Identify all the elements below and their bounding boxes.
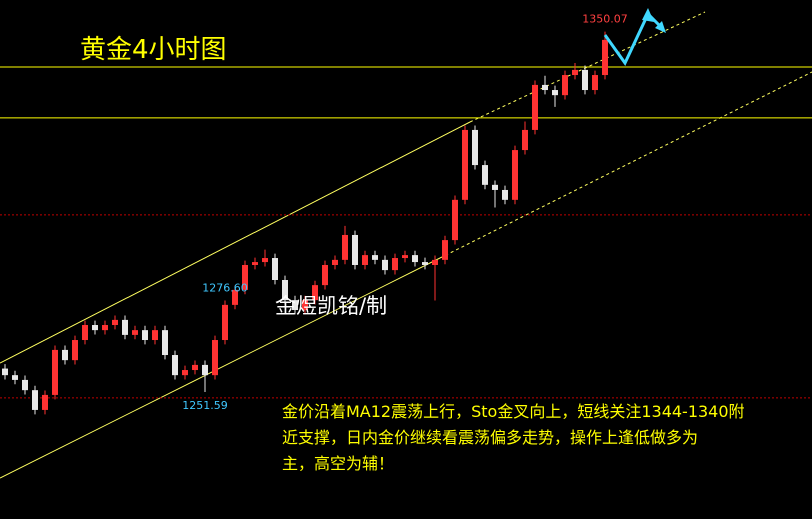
price-label: 1276.60 [202, 281, 248, 294]
plot [0, 31, 812, 415]
candle-body [262, 258, 268, 263]
candle-body [42, 394, 48, 410]
candle-body [532, 84, 538, 130]
channel-upper [0, 121, 471, 364]
candle-body [512, 150, 518, 200]
candle-body [292, 300, 298, 311]
candle-body [92, 325, 98, 331]
commentary: 金价沿着MA12震荡上行，Sto金叉向上，短线关注1344-1340附 [282, 402, 745, 421]
candle-body [542, 84, 548, 91]
price-label: 1251.59 [182, 399, 228, 412]
candle-body [332, 259, 338, 265]
candle-body [172, 355, 178, 376]
candle-body [52, 349, 58, 395]
candle-body [22, 379, 28, 391]
candle-body [482, 165, 488, 185]
arrow-head [655, 21, 666, 33]
channel-upper-ext [469, 11, 706, 123]
candle-body [142, 330, 148, 341]
candle-body [382, 259, 388, 271]
candle-body [202, 364, 208, 376]
candle-body [122, 319, 128, 335]
candle-body [432, 259, 438, 265]
candle-body [62, 349, 68, 361]
candle-body [352, 234, 358, 265]
candle-body [362, 255, 368, 265]
candle-body [222, 304, 228, 341]
candle-body [252, 262, 258, 265]
candle-body [472, 129, 478, 166]
commentary: 主，高空为辅！ [282, 454, 394, 473]
candle-body [12, 375, 18, 380]
commentary: 近支撑，日内金价继续看震荡偏多走势，操作上逢低做多为 [282, 428, 698, 447]
candle-body [272, 258, 278, 280]
candle-body [32, 390, 38, 410]
candle-body [592, 75, 598, 91]
candle-body [302, 300, 308, 311]
candle-body [132, 330, 138, 335]
watermark: 金煜凯铭/制 [275, 294, 387, 318]
forecast-arrow [603, 11, 664, 66]
channel-lower [0, 257, 441, 479]
candle-body [442, 240, 448, 260]
candle-body [2, 368, 8, 376]
candle-body [462, 129, 468, 200]
candle-body [232, 289, 238, 305]
candle-body [372, 255, 378, 260]
candle-body [582, 69, 588, 91]
candle-body [312, 285, 318, 301]
channel-lower-ext [439, 71, 812, 259]
candle-body [322, 264, 328, 286]
candle-body [422, 262, 428, 265]
candle-body [182, 370, 188, 376]
candle-body [72, 340, 78, 361]
price-label: 1350.07 [582, 13, 628, 26]
candle-body [152, 330, 158, 341]
candle-body [82, 325, 88, 341]
candle-body [112, 319, 118, 326]
arrow-head [642, 8, 654, 22]
candle-body [392, 258, 398, 271]
candle-body [162, 330, 168, 356]
candle-body [562, 75, 568, 96]
candle-body [342, 234, 348, 260]
candle-body [192, 364, 198, 371]
candle-body [492, 184, 498, 190]
candle-body [552, 90, 558, 96]
candle-body [242, 264, 248, 290]
candle-body [282, 279, 288, 301]
chart-title: 黄金4小时图 [80, 35, 227, 65]
candle-body [522, 129, 528, 151]
candle-body [572, 69, 578, 76]
candle-body [602, 39, 608, 76]
candle-body [502, 189, 508, 200]
candle-body [452, 199, 458, 241]
candle-body [102, 325, 108, 331]
candle-body [212, 340, 218, 376]
candle-body [412, 255, 418, 263]
candle-body [402, 255, 408, 259]
